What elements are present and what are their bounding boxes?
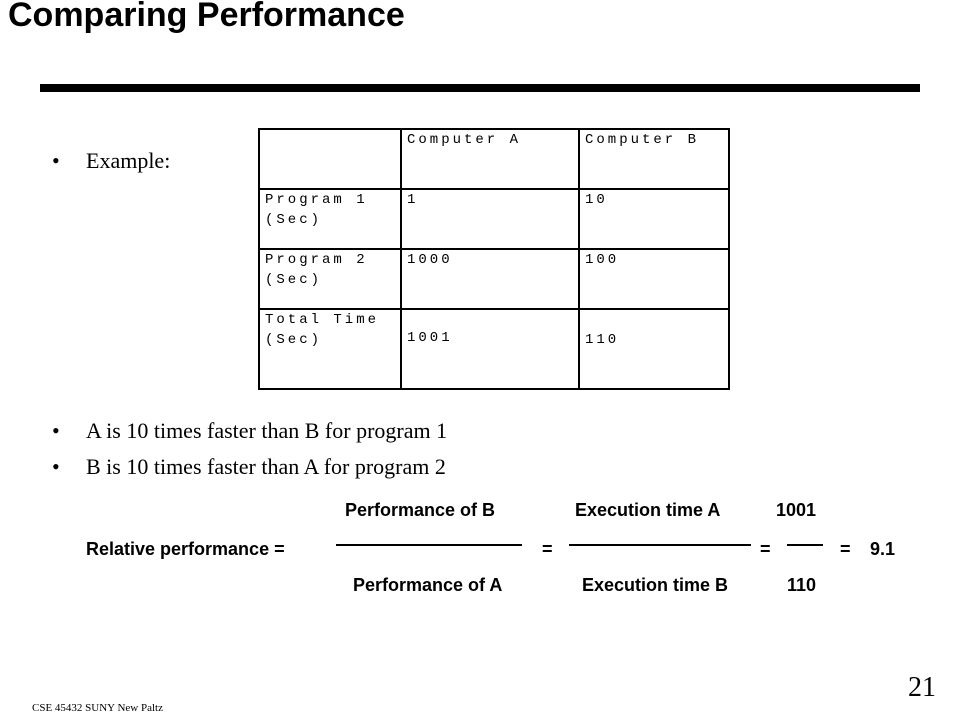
fraction-bar-2 [569, 544, 751, 546]
formula-denominator-1: Performance of A [353, 575, 503, 595]
bullet-line1: • A is 10 times faster than B for program… [52, 418, 447, 444]
table-row: Program 1 (Sec) 1 10 [258, 188, 730, 250]
formula-denominator-3: 110 [787, 575, 817, 595]
formula-numerator-2: Execution time A [575, 500, 721, 520]
formula-equals-2: = [760, 539, 771, 559]
bullet-line1-text: A is 10 times faster than B for program … [86, 418, 448, 443]
fraction-bar-3 [787, 544, 823, 546]
table-header-cell: Computer A [400, 128, 580, 190]
page-number: 21 [908, 672, 936, 703]
bullet-dot-icon: • [52, 454, 60, 479]
table-cell: Program 2 (Sec) [258, 248, 402, 310]
table-cell: 1 [400, 188, 580, 250]
formula-equals-3: = [840, 539, 851, 559]
bullet-dot-icon: • [52, 418, 60, 443]
performance-table: Computer A Computer B Program 1 (Sec) 1 … [258, 128, 730, 390]
slide-title: Comparing Performance [8, 0, 405, 34]
table-cell: Program 1 (Sec) [258, 188, 402, 250]
table-header-cell [258, 128, 402, 190]
formula-numerator-3: 1001 [776, 500, 817, 520]
title-divider [40, 84, 920, 92]
table-header-row: Computer A Computer B [258, 128, 730, 190]
footer-text: CSE 45432 SUNY New Paltz [32, 702, 163, 714]
table-cell: 110 [578, 308, 730, 390]
bullet-dot-icon: • [52, 148, 60, 173]
bullet-example: • Example: [52, 148, 170, 174]
table-cell: Total Time (Sec) [258, 308, 402, 390]
bullet-line2: • B is 10 times faster than A for program… [52, 454, 446, 480]
table-cell: 1001 [400, 308, 580, 390]
table-header-cell: Computer B [578, 128, 730, 190]
formula-label: Relative performance = [86, 539, 285, 559]
formula-result: 9.1 [870, 539, 896, 559]
bullet-example-text: Example: [86, 148, 171, 173]
bullet-line2-text: B is 10 times faster than A for program … [86, 454, 446, 479]
formula-denominator-2: Execution time B [582, 575, 729, 595]
table-cell: 10 [578, 188, 730, 250]
table-cell: 1000 [400, 248, 580, 310]
formula-numerator-1: Performance of B [345, 500, 496, 520]
formula-equals-1: = [542, 539, 553, 559]
table-row: Program 2 (Sec) 1000 100 [258, 248, 730, 310]
table-row: Total Time (Sec) 1001 110 [258, 308, 730, 390]
table-cell: 100 [578, 248, 730, 310]
fraction-bar-1 [336, 544, 522, 546]
